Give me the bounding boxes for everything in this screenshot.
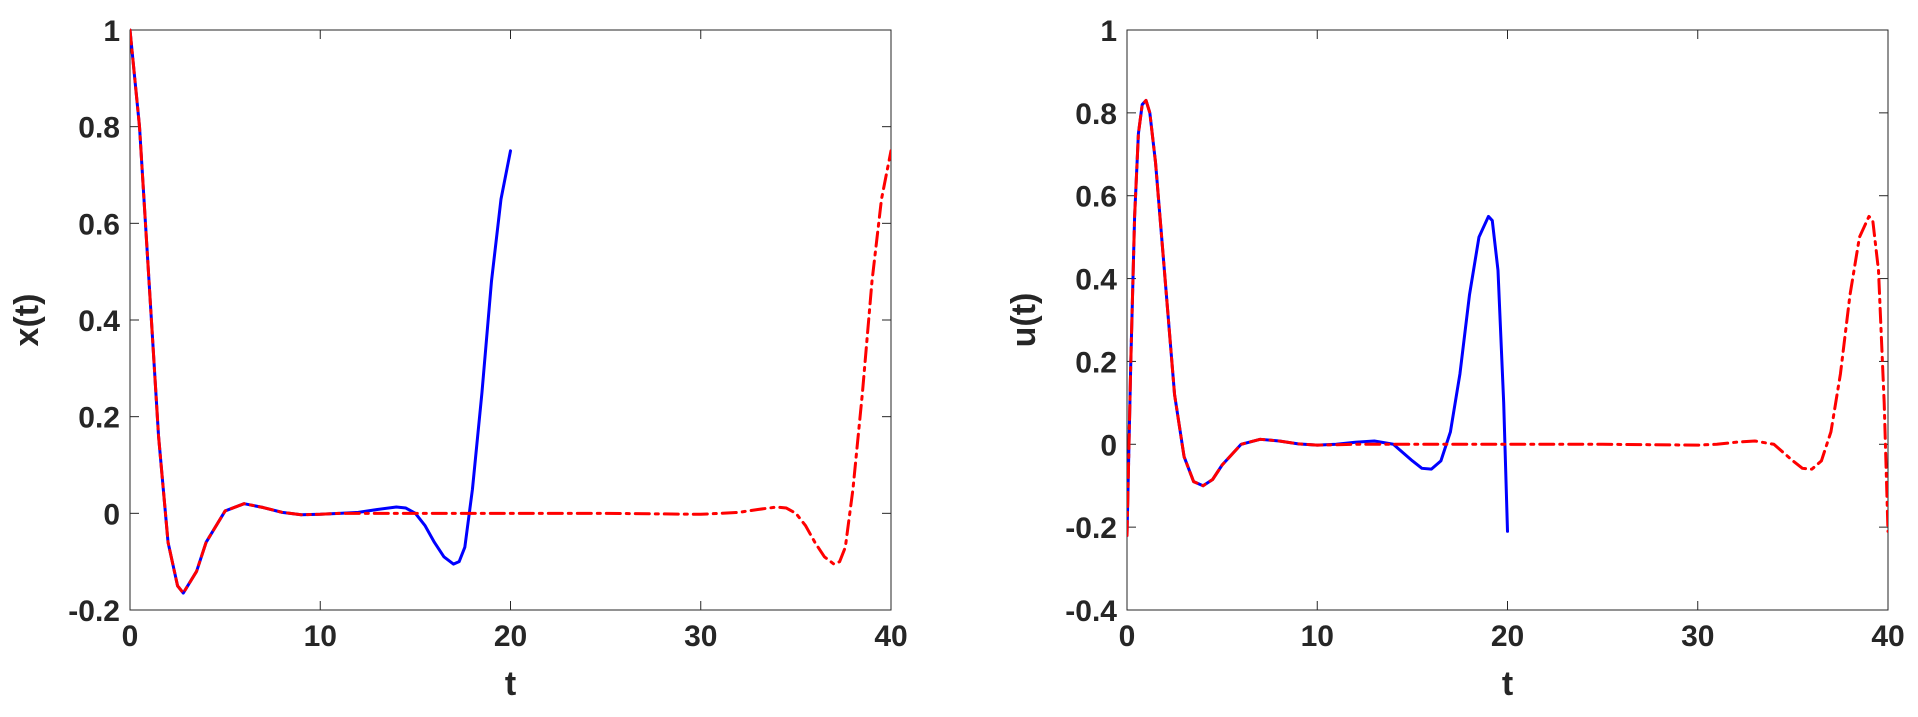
chart-0-y-tick-label: 0	[103, 498, 120, 531]
chart-0-y-tick-label: 0.6	[78, 208, 120, 241]
chart-1-y-tick-label: 0.2	[1075, 346, 1117, 379]
u-of-t-plot: 0 10 20 30 40 -0.4 -0.2 0 0.2 0.4 0.6 0.8 1 t u(t)	[1005, 15, 1905, 703]
chart-1-series-group	[1127, 98, 1888, 537]
chart-0-x-tick-label: 20	[494, 620, 527, 653]
chart-0-y-tick-label: 0.4	[78, 305, 120, 338]
chart-1-x-tick-label: 40	[1871, 620, 1904, 653]
chart-1-x-axis-label: t	[1502, 665, 1513, 703]
chart-0-plot-area	[129, 29, 892, 611]
chart-1-x-tick-label: 30	[1681, 620, 1714, 653]
chart-1-y-tick-label: -0.2	[1065, 512, 1117, 545]
chart-1-y-tick-label: -0.4	[1065, 595, 1117, 628]
chart-0-x-axis-label: t	[505, 665, 516, 703]
chart-0-x-tick-label: 10	[304, 620, 337, 653]
chart-1-y-axis-label: u(t)	[1005, 293, 1043, 348]
chart-0-y-tick-label: 1	[103, 15, 120, 48]
chart-1-x-tick-label: 10	[1301, 620, 1334, 653]
chart-0-x-tick-label: 30	[684, 620, 717, 653]
chart-1-y-tick-label: 1	[1100, 15, 1117, 48]
chart-1-y-tick-label: 0.6	[1075, 181, 1117, 214]
chart-0-x-tick-label: 0	[122, 620, 139, 653]
chart-1-x-tick-label: 20	[1491, 620, 1524, 653]
chart-1-y-tick-label: 0	[1100, 429, 1117, 462]
chart-0-y-tick-label: 0.8	[78, 112, 120, 145]
chart-1-y-tick-label: 0.8	[1075, 98, 1117, 131]
chart-1-series-red-dashdot-line	[1127, 98, 1888, 537]
chart-0-y-axis-label: x(t)	[8, 294, 46, 347]
chart-0-series-red-dashdot-line	[130, 28, 891, 595]
chart-0-x-tick-label: 40	[874, 620, 907, 653]
chart-0-series-group	[130, 28, 891, 595]
chart-1-y-tick-label: 0.4	[1075, 264, 1117, 297]
chart-0-y-tick-label: -0.2	[68, 595, 120, 628]
chart-0-y-tick-label: 0.2	[78, 402, 120, 435]
chart-1-x-tick-label: 0	[1119, 620, 1136, 653]
